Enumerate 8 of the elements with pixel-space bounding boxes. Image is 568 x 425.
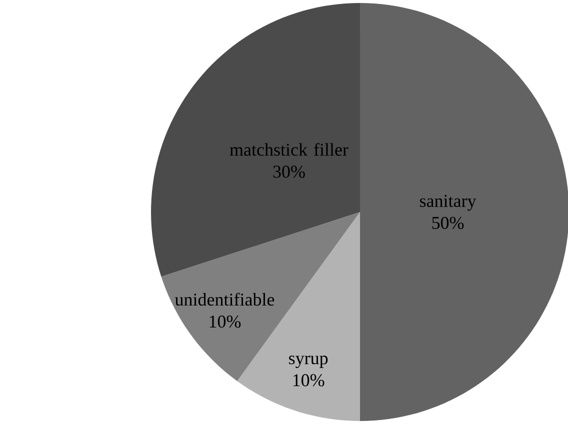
data-label: 30%	[273, 166, 305, 178]
slice-label: syrup	[289, 356, 328, 368]
slice-label: unidentifiable	[174, 292, 274, 306]
slice-label: sanitary	[420, 194, 476, 211]
data-label: 10%	[293, 374, 324, 386]
slice-label: matchstick filler	[230, 142, 348, 156]
data-label: 50%	[432, 216, 464, 230]
data-label: 10%	[210, 316, 241, 328]
